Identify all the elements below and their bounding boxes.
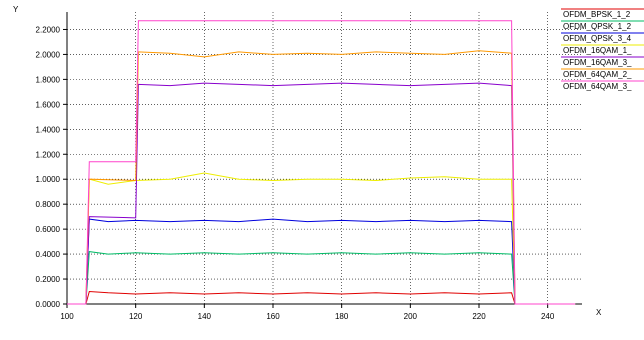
y-tick-label: 0.8000 [36, 200, 61, 209]
x-tick-label: 220 [472, 312, 486, 321]
legend-item-label[interactable]: OFDM_QPSK_3_4 [563, 34, 632, 43]
series-group [67, 20, 576, 305]
axes [66, 12, 582, 305]
series-line [67, 251, 576, 305]
y-tick-label: 0.2000 [36, 275, 61, 284]
series-line [67, 290, 576, 305]
legend-item-label[interactable]: OFDM_64QAM_2_ [563, 70, 632, 79]
x-tick-label: 240 [541, 312, 555, 321]
y-ticks: 0.0000 0.2000 0.4000 0.6000 0.8000 1.0000 1.20… [36, 25, 67, 309]
y-tick-label: 1.8000 [36, 75, 61, 84]
x-axis-label: X [596, 308, 602, 317]
x-tick-label: 120 [129, 312, 143, 321]
series-line [67, 218, 576, 305]
legend-item-label[interactable]: OFDM_64QAM_3_ [563, 82, 632, 91]
series-line [67, 172, 576, 305]
y-tick-label: 0.0000 [36, 300, 61, 309]
x-tick-label: 180 [335, 312, 349, 321]
series-line [67, 20, 576, 305]
legend-item-label[interactable]: OFDM_QPSK_1_2 [563, 22, 632, 31]
x-tick-label: 200 [404, 312, 418, 321]
y-tick-label: 2.0000 [36, 50, 61, 59]
legend-item-label[interactable]: OFDM_BPSK_1_2 [563, 10, 631, 19]
legend[interactable]: OFDM_BPSK_1_2 OFDM_QPSK_1_2 OFDM_QPSK_3_4 O… [561, 8, 644, 91]
series-line [67, 82, 576, 305]
x-tick-label: 100 [60, 312, 74, 321]
series-line [67, 50, 576, 305]
x-tick-label: 140 [198, 312, 212, 321]
y-tick-label: 0.6000 [36, 225, 61, 234]
y-tick-label: 1.6000 [36, 100, 61, 109]
y-tick-label: 1.2000 [36, 150, 61, 159]
y-axis-label: Y [13, 5, 19, 14]
legend-item-label[interactable]: OFDM_16QAM_1_ [563, 46, 632, 55]
y-tick-label: 2.2000 [36, 25, 61, 34]
x-tick-label: 160 [266, 312, 280, 321]
y-tick-label: 0.4000 [36, 250, 61, 259]
y-tick-label: 1.4000 [36, 125, 61, 134]
x-ticks: 100 120 140 160 180 200 220 240 [60, 304, 555, 321]
y-tick-label: 1.0000 [36, 175, 61, 184]
legend-item-label[interactable]: OFDM_16QAM_3_ [563, 58, 632, 67]
